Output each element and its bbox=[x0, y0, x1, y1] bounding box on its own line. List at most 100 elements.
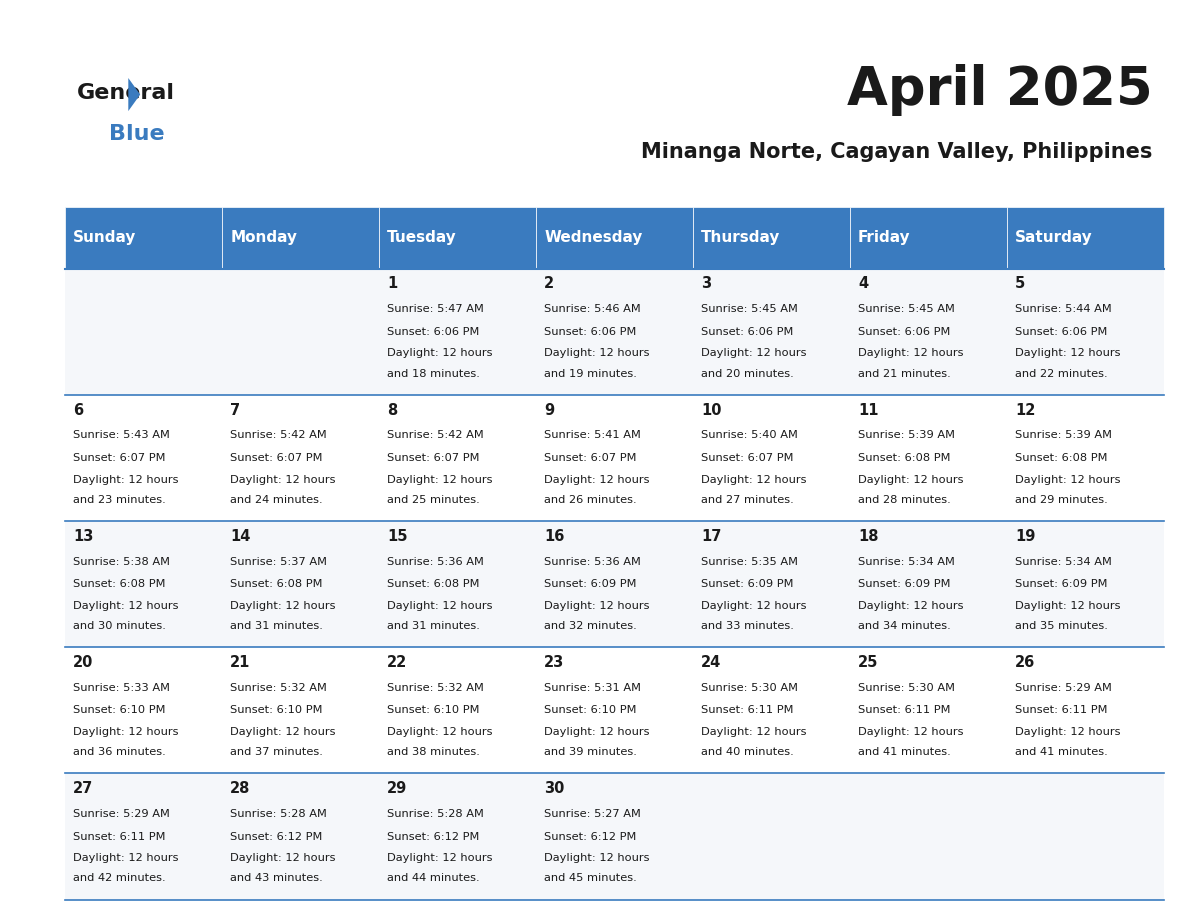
Text: and 31 minutes.: and 31 minutes. bbox=[230, 621, 323, 631]
Text: and 23 minutes.: and 23 minutes. bbox=[74, 495, 166, 505]
Polygon shape bbox=[128, 78, 140, 111]
Text: and 18 minutes.: and 18 minutes. bbox=[387, 369, 480, 378]
Text: Sunrise: 5:27 AM: Sunrise: 5:27 AM bbox=[544, 809, 642, 819]
Text: Sunset: 6:08 PM: Sunset: 6:08 PM bbox=[74, 579, 165, 589]
Text: Daylight: 12 hours: Daylight: 12 hours bbox=[230, 475, 336, 485]
Text: Monday: Monday bbox=[230, 230, 297, 245]
Text: and 42 minutes.: and 42 minutes. bbox=[74, 873, 166, 883]
Text: Daylight: 12 hours: Daylight: 12 hours bbox=[387, 600, 493, 610]
Bar bbox=[1007, 521, 1164, 647]
Text: 30: 30 bbox=[544, 781, 564, 796]
Text: Sunrise: 5:38 AM: Sunrise: 5:38 AM bbox=[74, 556, 170, 566]
Text: 19: 19 bbox=[1015, 529, 1036, 543]
Text: Sunset: 6:09 PM: Sunset: 6:09 PM bbox=[858, 579, 950, 589]
Bar bbox=[694, 395, 851, 521]
Text: and 44 minutes.: and 44 minutes. bbox=[387, 873, 480, 883]
Text: April 2025: April 2025 bbox=[847, 64, 1152, 117]
Text: Sunset: 6:11 PM: Sunset: 6:11 PM bbox=[1015, 705, 1107, 715]
Text: and 36 minutes.: and 36 minutes. bbox=[74, 747, 166, 757]
Bar bbox=[851, 395, 1007, 521]
Bar bbox=[694, 521, 851, 647]
Text: Blue: Blue bbox=[109, 124, 165, 144]
Text: Sunset: 6:07 PM: Sunset: 6:07 PM bbox=[387, 453, 480, 463]
Text: Sunrise: 5:40 AM: Sunrise: 5:40 AM bbox=[701, 431, 798, 441]
Text: Sunrise: 5:29 AM: Sunrise: 5:29 AM bbox=[74, 809, 170, 819]
Text: Sunset: 6:06 PM: Sunset: 6:06 PM bbox=[858, 327, 950, 337]
Text: Daylight: 12 hours: Daylight: 12 hours bbox=[74, 475, 178, 485]
Text: Daylight: 12 hours: Daylight: 12 hours bbox=[1015, 600, 1120, 610]
Bar bbox=[65, 774, 222, 900]
Text: Sunset: 6:09 PM: Sunset: 6:09 PM bbox=[1015, 579, 1107, 589]
Text: Sunset: 6:10 PM: Sunset: 6:10 PM bbox=[74, 705, 165, 715]
Bar bbox=[379, 774, 536, 900]
Text: Sunset: 6:12 PM: Sunset: 6:12 PM bbox=[387, 832, 480, 842]
Text: 29: 29 bbox=[387, 781, 407, 796]
Text: Daylight: 12 hours: Daylight: 12 hours bbox=[858, 727, 963, 737]
Text: Sunrise: 5:46 AM: Sunrise: 5:46 AM bbox=[544, 304, 640, 314]
Text: and 26 minutes.: and 26 minutes. bbox=[544, 495, 637, 505]
Bar bbox=[1007, 269, 1164, 395]
Text: 3: 3 bbox=[701, 276, 712, 292]
Bar bbox=[1007, 395, 1164, 521]
Text: Sunrise: 5:35 AM: Sunrise: 5:35 AM bbox=[701, 556, 798, 566]
Text: Daylight: 12 hours: Daylight: 12 hours bbox=[387, 727, 493, 737]
Text: and 38 minutes.: and 38 minutes. bbox=[387, 747, 480, 757]
Text: and 27 minutes.: and 27 minutes. bbox=[701, 495, 794, 505]
Text: 12: 12 bbox=[1015, 403, 1036, 418]
Bar bbox=[379, 647, 536, 774]
Text: Daylight: 12 hours: Daylight: 12 hours bbox=[230, 600, 336, 610]
Text: Daylight: 12 hours: Daylight: 12 hours bbox=[544, 853, 650, 863]
Text: 13: 13 bbox=[74, 529, 94, 543]
Text: Daylight: 12 hours: Daylight: 12 hours bbox=[701, 727, 807, 737]
Bar bbox=[379, 207, 536, 269]
Text: and 40 minutes.: and 40 minutes. bbox=[701, 747, 794, 757]
Text: Sunrise: 5:36 AM: Sunrise: 5:36 AM bbox=[387, 556, 484, 566]
Bar bbox=[536, 774, 694, 900]
Text: Sunrise: 5:42 AM: Sunrise: 5:42 AM bbox=[387, 431, 484, 441]
Bar bbox=[65, 521, 222, 647]
Text: Daylight: 12 hours: Daylight: 12 hours bbox=[544, 600, 650, 610]
Text: Daylight: 12 hours: Daylight: 12 hours bbox=[1015, 349, 1120, 358]
Text: Minanga Norte, Cagayan Valley, Philippines: Minanga Norte, Cagayan Valley, Philippin… bbox=[642, 142, 1152, 162]
Text: and 34 minutes.: and 34 minutes. bbox=[858, 621, 950, 631]
Text: Sunrise: 5:39 AM: Sunrise: 5:39 AM bbox=[1015, 431, 1112, 441]
Bar bbox=[222, 395, 379, 521]
Text: 7: 7 bbox=[230, 403, 240, 418]
Text: Sunrise: 5:41 AM: Sunrise: 5:41 AM bbox=[544, 431, 642, 441]
Text: and 21 minutes.: and 21 minutes. bbox=[858, 369, 950, 378]
Text: Daylight: 12 hours: Daylight: 12 hours bbox=[74, 853, 178, 863]
Text: Sunset: 6:06 PM: Sunset: 6:06 PM bbox=[387, 327, 480, 337]
Text: Sunrise: 5:42 AM: Sunrise: 5:42 AM bbox=[230, 431, 327, 441]
Text: and 39 minutes.: and 39 minutes. bbox=[544, 747, 637, 757]
Text: Sunset: 6:08 PM: Sunset: 6:08 PM bbox=[858, 453, 950, 463]
Text: Sunrise: 5:33 AM: Sunrise: 5:33 AM bbox=[74, 683, 170, 693]
Text: 25: 25 bbox=[858, 655, 878, 670]
Text: Daylight: 12 hours: Daylight: 12 hours bbox=[230, 853, 336, 863]
Text: and 41 minutes.: and 41 minutes. bbox=[1015, 747, 1108, 757]
Text: Sunrise: 5:34 AM: Sunrise: 5:34 AM bbox=[1015, 556, 1112, 566]
Text: and 43 minutes.: and 43 minutes. bbox=[230, 873, 323, 883]
Text: 22: 22 bbox=[387, 655, 407, 670]
Text: 10: 10 bbox=[701, 403, 721, 418]
Text: Sunset: 6:06 PM: Sunset: 6:06 PM bbox=[1015, 327, 1107, 337]
Bar bbox=[222, 521, 379, 647]
Text: 5: 5 bbox=[1015, 276, 1025, 292]
Bar bbox=[536, 521, 694, 647]
Text: Sunrise: 5:29 AM: Sunrise: 5:29 AM bbox=[1015, 683, 1112, 693]
Text: Sunrise: 5:32 AM: Sunrise: 5:32 AM bbox=[230, 683, 327, 693]
Text: Sunset: 6:10 PM: Sunset: 6:10 PM bbox=[544, 705, 637, 715]
Bar bbox=[851, 647, 1007, 774]
Text: Sunset: 6:08 PM: Sunset: 6:08 PM bbox=[1015, 453, 1107, 463]
Text: Sunset: 6:09 PM: Sunset: 6:09 PM bbox=[544, 579, 637, 589]
Bar bbox=[536, 269, 694, 395]
Bar bbox=[694, 647, 851, 774]
Text: and 29 minutes.: and 29 minutes. bbox=[1015, 495, 1108, 505]
Text: Daylight: 12 hours: Daylight: 12 hours bbox=[858, 600, 963, 610]
Text: Sunrise: 5:31 AM: Sunrise: 5:31 AM bbox=[544, 683, 642, 693]
Text: 14: 14 bbox=[230, 529, 251, 543]
Text: Sunset: 6:07 PM: Sunset: 6:07 PM bbox=[544, 453, 637, 463]
Text: Daylight: 12 hours: Daylight: 12 hours bbox=[701, 349, 807, 358]
Text: Sunset: 6:10 PM: Sunset: 6:10 PM bbox=[387, 705, 480, 715]
Bar bbox=[222, 647, 379, 774]
Text: Daylight: 12 hours: Daylight: 12 hours bbox=[74, 727, 178, 737]
